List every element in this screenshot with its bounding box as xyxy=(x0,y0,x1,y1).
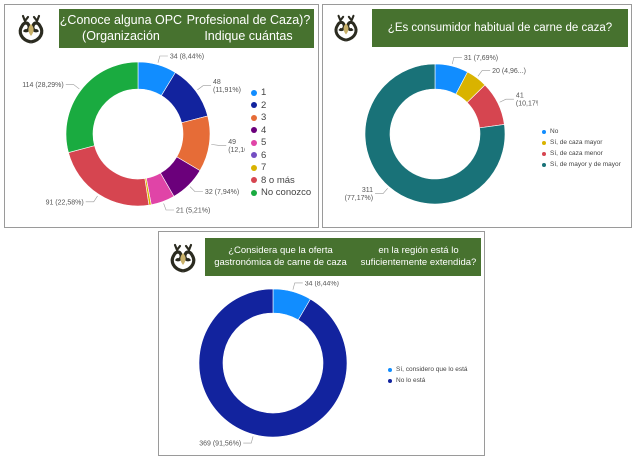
legend-label: 5 xyxy=(261,137,267,148)
data-label-leader xyxy=(451,56,462,65)
legend-label: Sí, de caza menor xyxy=(550,150,603,157)
legend-label: Sí, de caza mayor xyxy=(550,139,603,146)
data-label-leader xyxy=(65,84,80,90)
deer-antler-logo-icon xyxy=(167,243,199,273)
data-label-leader xyxy=(477,70,491,77)
legend-label: 3 xyxy=(261,112,267,123)
legend-label: No xyxy=(550,128,559,135)
legend-item: 2 xyxy=(251,100,319,111)
legend-item: 7 xyxy=(251,162,319,173)
legend-label: Sí, considero que lo está xyxy=(396,366,468,373)
data-label: 369 (91,56%) xyxy=(199,441,241,448)
data-label-leader xyxy=(499,98,514,103)
data-label: 41(10,17%) xyxy=(516,93,538,108)
legend-item: 8 o más xyxy=(251,175,319,186)
legend-item: No conozco xyxy=(251,187,319,198)
donut-chart-opc: 34 (8,44%) 48(11,91%) 49(12,16%) 32 (7,94%)… xyxy=(22,54,245,215)
chart-title-oferta-line-2: en la región está lo suficientemente ext… xyxy=(360,245,477,268)
legend-oferta: Sí, considero que lo está No lo está xyxy=(388,366,484,388)
donut-segment-no-lo-está xyxy=(198,288,348,438)
data-label-leader xyxy=(292,282,303,290)
data-label: 49(12,16%) xyxy=(228,139,245,154)
legend-item: 5 xyxy=(251,137,319,148)
donut-segment-sí-de-mayor-y-de-mayor xyxy=(364,63,506,205)
legend-label: 1 xyxy=(261,87,267,98)
data-label: 48 (11,91%) xyxy=(213,79,241,94)
legend-swatch xyxy=(542,140,546,145)
legend-item: Sí, considero que lo está xyxy=(388,366,484,373)
legend-label: No lo está xyxy=(396,377,426,384)
legend-swatch xyxy=(251,89,257,96)
chart-title-oferta-line-1: ¿Considera que la oferta gastronómica de… xyxy=(214,245,347,268)
data-label: 20 (4,96...) xyxy=(492,68,526,75)
legend-label: 8 o más xyxy=(261,174,295,186)
legend-item: Sí, de caza mayor xyxy=(542,139,632,146)
legend-swatch xyxy=(388,367,392,372)
chart-title-opc: ¿Conoce alguna OPC (Organización Profesi… xyxy=(59,9,314,48)
data-label-leader xyxy=(197,85,212,91)
legend-swatch xyxy=(542,162,546,167)
legend-label: 4 xyxy=(261,124,267,136)
chart-title-opc-line-1: ¿Conoce alguna OPC (Organización xyxy=(59,12,183,43)
donut-chart-oferta: 34 (8,44%) 369 (91,56%) xyxy=(198,281,348,448)
legend-item: Sí, de mayor y de mayor xyxy=(542,161,632,168)
data-label-leader xyxy=(85,195,98,203)
chart-panel-oferta: ¿Considera que la oferta gastronómica de… xyxy=(158,231,485,456)
data-label: 114 (28,29%) xyxy=(22,82,64,89)
legend-swatch xyxy=(251,102,257,108)
chart-title-opc-line-2: Profesional de Caza)? Indique cuántas xyxy=(186,12,311,43)
legend-item: 1 xyxy=(251,87,319,98)
data-label: 21 (5,21%) xyxy=(176,207,210,214)
legend-swatch xyxy=(542,151,546,156)
data-label: 32 (7,94%) xyxy=(205,189,239,196)
data-label-leader xyxy=(163,203,175,211)
legend-item: 6 xyxy=(251,150,319,161)
legend-label: 7 xyxy=(261,162,267,173)
legend-swatch xyxy=(388,378,392,383)
data-label: 311 (77,17%) xyxy=(345,187,374,202)
legend-swatch xyxy=(251,139,257,146)
legend-item: Sí, de caza menor xyxy=(542,150,632,157)
data-label-leader xyxy=(157,55,168,63)
legend-label: No conozco xyxy=(261,187,312,198)
legend-swatch xyxy=(251,189,257,196)
legend-label: Sí, de mayor y de mayor xyxy=(550,161,621,168)
data-label: 31 (7,69%) xyxy=(464,55,498,62)
chart-title-oferta: ¿Considera que la oferta gastronómica de… xyxy=(205,238,481,276)
deer-antler-logo-icon xyxy=(15,14,47,44)
donut-segment-no-conozco xyxy=(65,61,139,153)
legend-item: No xyxy=(542,128,632,135)
donut-chart-consumo: 31 (7,69%) 20 (4,96...) 41(10,17%) 311(77,1… xyxy=(345,55,538,205)
legend-label: 2 xyxy=(261,99,267,111)
data-label-leader xyxy=(211,144,227,146)
legend-swatch xyxy=(251,164,257,171)
legend-label: 6 xyxy=(261,149,267,161)
data-label: 34 (8,44%) xyxy=(170,54,204,61)
chart-title-consumo: ¿Es consumidor habitual de carne de caza… xyxy=(372,9,628,47)
legend-swatch xyxy=(251,177,257,183)
legend-swatch xyxy=(251,127,257,133)
chart-title-consumo-line-1: ¿Es consumidor habitual de carne de caza… xyxy=(387,21,613,34)
chart-panel-opc: ¿Conoce alguna OPC (Organización Profesi… xyxy=(4,4,319,228)
data-label-leader xyxy=(375,188,388,194)
legend-consumo: No Sí, de caza mayor Sí, de caza menor Sí, … xyxy=(542,128,632,172)
legend-swatch xyxy=(251,114,257,121)
legend-swatch xyxy=(542,129,546,134)
legend-item: 3 xyxy=(251,112,319,123)
legend-item: No lo está xyxy=(388,377,484,384)
legend-item: 4 xyxy=(251,125,319,136)
donut-segment-8-o-más xyxy=(68,145,150,207)
data-label: 91 (22,58%) xyxy=(46,199,84,206)
chart-panel-consumo: ¿Es consumidor habitual de carne de caza… xyxy=(322,4,632,228)
legend-swatch xyxy=(251,152,257,158)
data-label-leader xyxy=(189,186,203,192)
data-label: 34 (8,44%) xyxy=(305,281,339,287)
deer-antler-logo-icon xyxy=(331,14,361,42)
data-label-leader xyxy=(243,436,254,444)
